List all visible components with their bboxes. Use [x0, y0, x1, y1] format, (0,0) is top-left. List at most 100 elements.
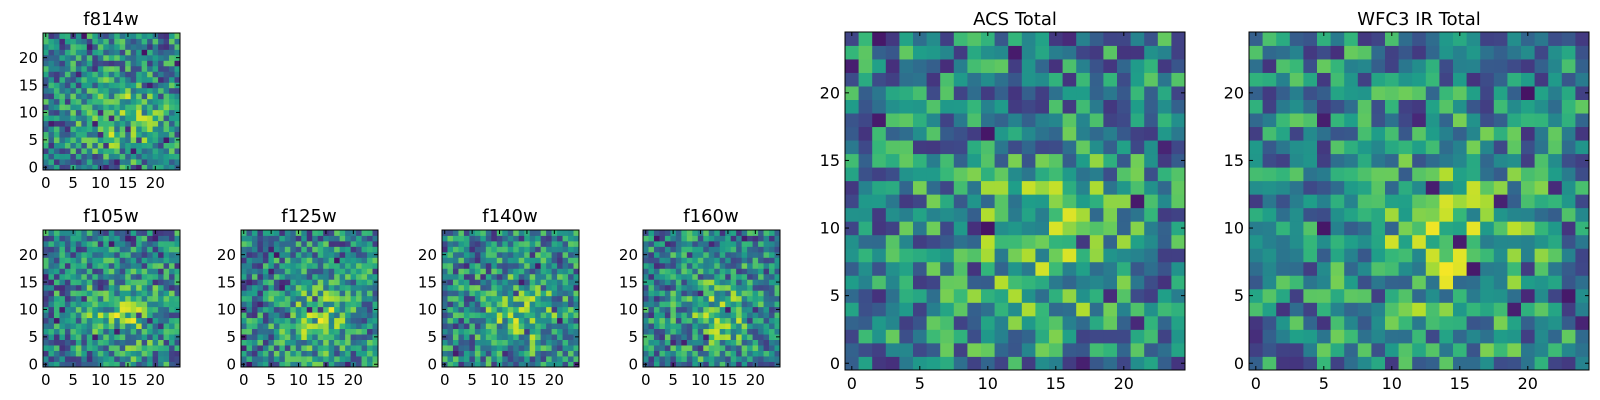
heatmap-cell [141, 356, 148, 362]
heatmap-cell [452, 323, 459, 330]
heatmap-cell [290, 251, 297, 258]
heatmap-cell [103, 87, 110, 94]
heatmap-cell [262, 262, 269, 269]
heatmap-cell [169, 104, 175, 111]
heatmap-cell [708, 295, 715, 302]
heatmap-cell [1171, 140, 1186, 155]
heatmap-cell [1249, 32, 1263, 46]
heatmap-cell [1171, 72, 1186, 87]
heatmap-cell [312, 361, 319, 368]
heatmap-cell [1521, 194, 1535, 209]
heatmap-cell [147, 120, 153, 127]
heatmap-cell [301, 273, 308, 280]
heatmap-cell [496, 268, 503, 275]
heatmap-cell [97, 268, 104, 275]
heatmap-cell [108, 235, 115, 242]
heatmap-cell [1398, 315, 1413, 330]
heatmap-cell [246, 262, 253, 269]
heatmap-cell [502, 257, 509, 264]
heatmap-cell [1130, 248, 1145, 263]
heatmap-cell [741, 317, 748, 324]
heatmap-cell [681, 290, 688, 297]
heatmap-cell [940, 207, 955, 222]
heatmap-cell [513, 350, 520, 357]
heatmap-cell [86, 301, 93, 308]
heatmap-cell [953, 126, 968, 141]
heatmap-cell [719, 323, 726, 330]
heatmap-cell [1262, 207, 1277, 222]
heatmap-cell [940, 329, 955, 344]
heatmap-cell [125, 328, 132, 335]
heatmap-cell [86, 65, 93, 72]
heatmap-cell [284, 235, 291, 242]
heatmap-cell [1561, 32, 1576, 46]
heatmap-cell [108, 126, 115, 133]
heatmap-cell [681, 257, 688, 264]
heatmap-cell [664, 240, 671, 247]
heatmap-cell [48, 328, 55, 335]
heatmap-cell [714, 246, 721, 253]
heatmap-cell [1398, 194, 1413, 209]
heatmap-cell [1453, 59, 1467, 73]
heatmap-cell [1534, 140, 1549, 155]
heatmap-cell [1493, 45, 1508, 60]
heatmap-cell [367, 273, 373, 280]
heatmap-cell [981, 167, 995, 182]
heatmap-cell [92, 230, 99, 236]
heatmap-cell [1317, 99, 1331, 114]
heatmap-cell [885, 315, 900, 330]
heatmap-cell [103, 137, 110, 143]
heatmap-cell [59, 38, 66, 45]
heatmap-cell [692, 268, 699, 275]
heatmap-cell [306, 312, 313, 319]
heatmap-cell [708, 251, 715, 258]
heatmap-cell [130, 49, 137, 56]
heatmap-cell [75, 312, 82, 319]
heatmap-cell [643, 295, 649, 302]
x-tick-label: 0 [1251, 374, 1261, 393]
heatmap-cell [1575, 72, 1590, 87]
heatmap-cell [75, 60, 82, 67]
heatmap-cell [1344, 302, 1359, 317]
heatmap-cell [670, 334, 677, 340]
heatmap-cell [940, 32, 955, 46]
heatmap-cell [119, 71, 126, 78]
heatmap-cell [136, 137, 143, 143]
heatmap-cell [141, 235, 148, 242]
heatmap-cell [1344, 72, 1359, 87]
heatmap-cell [708, 262, 715, 269]
heatmap-cell [926, 86, 941, 100]
heatmap-cell [994, 207, 1009, 222]
heatmap-cell [136, 317, 143, 324]
heatmap-cell [1493, 113, 1508, 128]
heatmap-cell [301, 339, 308, 346]
heatmap-cell [64, 361, 71, 368]
heatmap-cell [1507, 45, 1522, 60]
heatmap-cell [136, 120, 143, 127]
y-tick-label: 15 [217, 273, 236, 291]
heatmap-cell [301, 262, 308, 269]
heatmap-cell [312, 339, 319, 346]
heatmap-cell [1425, 302, 1440, 317]
heatmap-cell [524, 279, 531, 286]
heatmap-cell [1412, 140, 1427, 155]
heatmap-cell [752, 284, 759, 291]
heatmap-cell [75, 76, 82, 83]
heatmap-cell [169, 284, 175, 291]
heatmap-cell [158, 295, 164, 302]
heatmap-cell [502, 323, 509, 330]
heatmap-cell [518, 235, 525, 242]
plot-frame [642, 229, 781, 368]
heatmap-cell [273, 306, 280, 313]
heatmap-cell [284, 328, 291, 335]
heatmap-cell [1144, 248, 1159, 263]
heatmap-cell [361, 279, 368, 286]
heatmap-cell [659, 306, 666, 313]
heatmap-cell [480, 246, 487, 253]
heatmap-cell [125, 109, 132, 116]
heatmap-cell [53, 76, 60, 83]
heatmap-cell [697, 295, 704, 302]
heatmap-cell [469, 235, 476, 242]
heatmap-cell [317, 328, 324, 335]
heatmap-cell [174, 257, 181, 264]
